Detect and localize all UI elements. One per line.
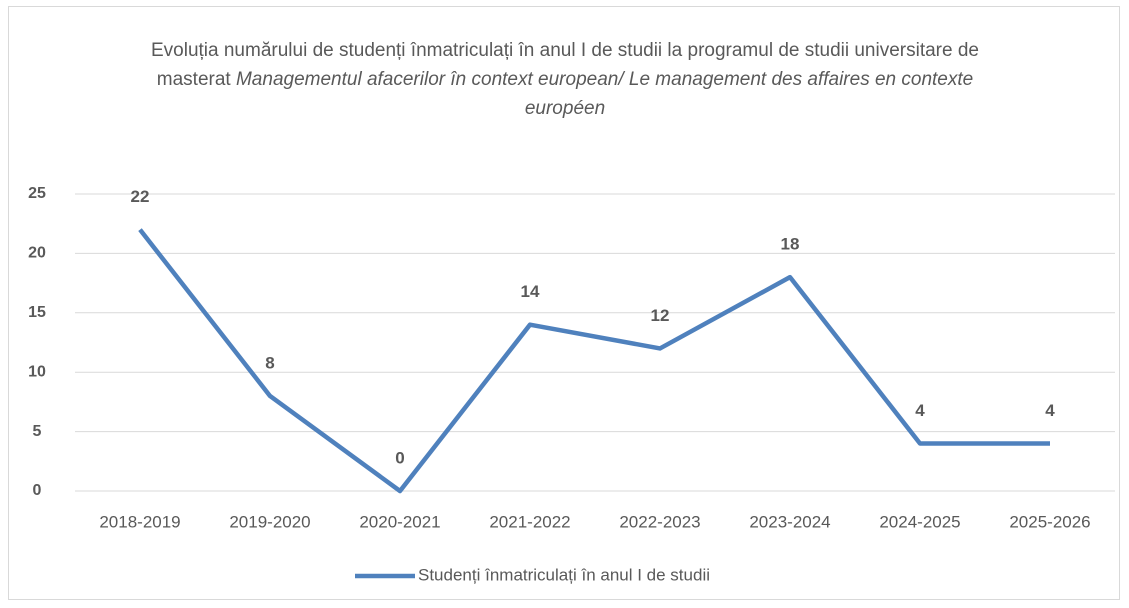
data-label: 4 <box>915 401 925 420</box>
x-tick-label: 2019-2020 <box>229 512 310 531</box>
legend-label: Studenți înmatriculați în anul I de stud… <box>418 565 710 584</box>
y-tick-label: 20 <box>28 245 46 262</box>
x-tick-label: 2018-2019 <box>99 512 180 531</box>
data-label: 22 <box>131 187 150 206</box>
x-tick-label: 2025-2026 <box>1009 512 1090 531</box>
data-label: 8 <box>265 353 274 372</box>
y-tick-label: 0 <box>33 482 42 499</box>
series-line <box>138 228 1050 494</box>
data-label: 0 <box>395 448 404 467</box>
x-tick-label: 2023-2024 <box>749 512 830 531</box>
data-label: 14 <box>521 282 540 301</box>
chart-border <box>8 6 1120 600</box>
title-italic: Managementul afacerilor în context europ… <box>235 69 974 119</box>
x-tick-label: 2020-2021 <box>359 512 440 531</box>
x-tick-label: 2021-2022 <box>489 512 570 531</box>
x-tick-label: 2022-2023 <box>619 512 700 531</box>
y-tick-label: 10 <box>28 363 46 380</box>
title-text: Evoluția numărului de studenți înmatricu… <box>150 40 979 90</box>
y-tick-label: 15 <box>28 304 46 321</box>
data-label: 18 <box>781 235 800 254</box>
chart-title: Evoluția numărului de studenți înmatricu… <box>130 36 1000 123</box>
y-tick-label: 25 <box>28 185 46 202</box>
y-tick-label: 5 <box>33 423 42 440</box>
data-label: 4 <box>1045 401 1055 420</box>
data-label: 12 <box>651 306 670 325</box>
x-tick-label: 2024-2025 <box>879 512 960 531</box>
